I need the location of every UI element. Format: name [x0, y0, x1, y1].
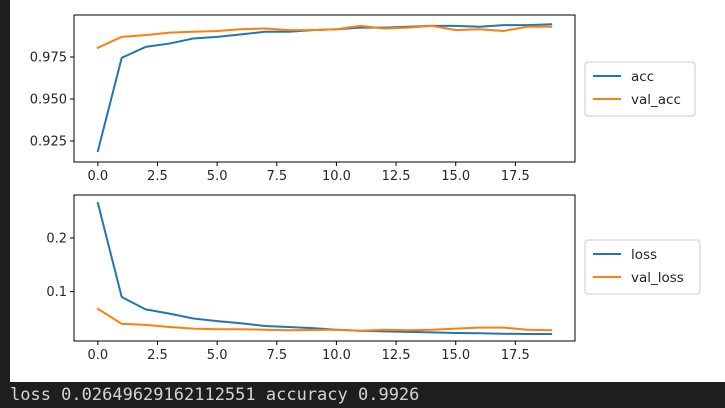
x-tick-label: 7.5: [266, 169, 287, 184]
x-tick-label: 15.0: [441, 348, 470, 363]
x-tick-label: 5.0: [207, 348, 228, 363]
x-tick-label: 15.0: [441, 169, 470, 184]
chart-svg: 0.0 2.5 5.0 7.5 10.0 12.5 15.0 17.5 0.925 0.950 0.…: [30, 14, 701, 363]
y-tick-label: 0.975: [30, 51, 67, 66]
x-tick-label: 2.5: [147, 169, 168, 184]
plot-frame: [73, 194, 576, 342]
x-tick-label: 17.5: [501, 169, 530, 184]
x-tick-label: 0.0: [88, 348, 109, 363]
x-tick-label: 12.5: [382, 169, 411, 184]
y-tick-label: 0.2: [46, 231, 67, 246]
x-tick-label: 5.0: [207, 169, 228, 184]
x-tick-label: 17.5: [501, 348, 530, 363]
y-tick-label: 0.925: [30, 135, 67, 150]
subplot-1: 0.0 2.5 5.0 7.5 10.0 12.5 15.0 17.5 0.925 0.950 0.…: [30, 14, 696, 184]
x-tick-label: 10.0: [322, 348, 351, 363]
x-tick-label: 7.5: [266, 348, 287, 363]
legend-label-loss: loss: [631, 247, 657, 263]
legend-label-val_acc: val_acc: [631, 92, 681, 108]
plot-frame: [73, 14, 576, 163]
legend-label-val_loss: val_loss: [631, 270, 684, 286]
y-tick-label: 0.950: [30, 93, 67, 108]
series-line-loss: [96, 201, 553, 336]
x-tick-label: 0.0: [88, 169, 109, 184]
legend: loss val_loss: [584, 239, 701, 295]
series-line-val_loss: [96, 307, 553, 332]
x-tick-label: 10.0: [322, 169, 351, 184]
cell-output: loss 0.02649629162112551 accuracy 0.9926: [0, 382, 725, 408]
y-tick-label: 0.1: [46, 285, 67, 300]
series-line-val_acc: [96, 24, 553, 50]
legend-label-acc: acc: [631, 69, 654, 85]
output-text: loss 0.02649629162112551 accuracy 0.9926: [10, 385, 420, 405]
series-line-acc: [96, 23, 553, 153]
x-tick-label: 2.5: [147, 348, 168, 363]
legend: acc val_acc: [584, 61, 696, 117]
subplot-2: 0.0 2.5 5.0 7.5 10.0 12.5 15.0 17.5 0.1 0.2 loss va…: [46, 194, 701, 363]
training-history-figure: 0.0 2.5 5.0 7.5 10.0 12.5 15.0 17.5 0.925 0.950 0.…: [10, 0, 725, 382]
x-tick-label: 12.5: [382, 348, 411, 363]
